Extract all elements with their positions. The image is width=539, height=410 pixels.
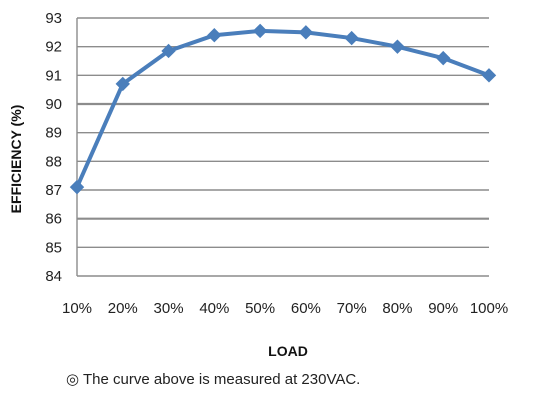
y-tick-label: 93 [45, 10, 62, 27]
y-tick-label: 86 [45, 211, 62, 228]
y-tick-label: 88 [45, 153, 62, 170]
y-axis-title: EFFICIENCY (%) [8, 105, 24, 214]
x-axis-ticks: 10% 20% 30% 40% 50% 60% 70% 80% 90% 100% [62, 300, 508, 317]
grid-lines [76, 17, 489, 277]
y-tick-label: 90 [45, 96, 62, 113]
data-point [252, 23, 268, 39]
data-point [69, 179, 85, 195]
x-tick-label: 30% [154, 300, 184, 317]
x-tick-label: 20% [108, 300, 138, 317]
x-tick-label: 70% [337, 300, 367, 317]
series [69, 23, 497, 195]
data-point [115, 76, 130, 92]
data-point [390, 39, 405, 54]
data-point [207, 27, 222, 43]
x-axis-title: LOAD [268, 343, 308, 359]
y-tick-label: 89 [45, 125, 62, 142]
data-point [481, 68, 497, 83]
data-point [344, 30, 359, 46]
data-point [161, 43, 176, 59]
x-tick-label: 100% [470, 300, 508, 317]
x-tick-label: 10% [62, 300, 92, 317]
y-tick-label: 91 [45, 67, 62, 84]
data-point [436, 50, 451, 66]
y-tick-label: 87 [45, 182, 62, 199]
y-axis-ticks: 84 85 86 87 88 89 90 91 92 93 [45, 10, 62, 285]
measurement-note: ◎ The curve above is measured at 230VAC. [66, 371, 361, 388]
y-tick-label: 85 [45, 239, 62, 256]
x-tick-label: 90% [428, 300, 458, 317]
x-tick-label: 40% [199, 300, 229, 317]
x-tick-label: 60% [291, 300, 321, 317]
y-tick-label: 92 [45, 39, 62, 56]
x-tick-label: 80% [382, 300, 412, 317]
y-tick-label: 84 [45, 268, 62, 285]
series-line [75, 28, 490, 188]
data-point [298, 25, 314, 40]
x-tick-label: 50% [245, 300, 275, 317]
